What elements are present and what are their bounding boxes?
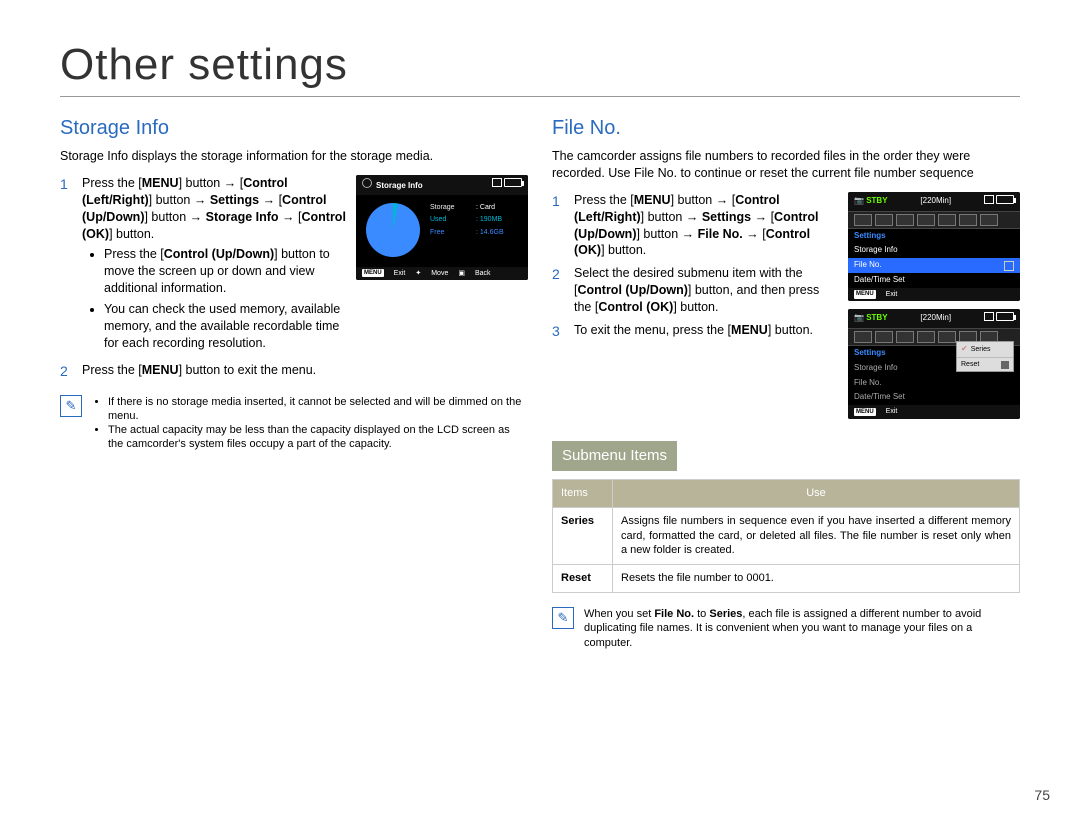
storage-info-intro: Storage Info displays the storage inform… — [60, 148, 528, 165]
cam-icon: 📷 — [854, 196, 864, 205]
battery-icon — [996, 312, 1014, 321]
doc-icon — [1004, 261, 1014, 271]
step-number: 2 — [552, 265, 566, 316]
note-block: ✎ If there is no storage media inserted,… — [60, 395, 528, 452]
note-block: ✎ When you set File No. to Series, each … — [552, 607, 1020, 650]
storage-info-lcd: Storage Info Storage : Card Used : 190MB F… — [356, 175, 528, 280]
move-icon: ✦ — [415, 269, 421, 278]
table-row: Reset Resets the file number to 0001. — [553, 565, 1020, 593]
free-value: : 14.6GB — [476, 228, 504, 237]
storage-label: Storage — [430, 203, 470, 212]
table-row: Series Assigns file numbers in sequence … — [553, 507, 1020, 565]
foot-exit: Exit — [394, 269, 406, 278]
menu-date-time: Date/Time Set — [848, 390, 1020, 405]
lcd-title: Storage Info — [376, 181, 423, 190]
foot-move: Move — [431, 269, 448, 278]
step1-bullet-2: You can check the used memory, available… — [104, 301, 348, 352]
gear-icon — [362, 178, 372, 188]
step-number: 1 — [552, 192, 566, 260]
foot-exit: Exit — [886, 290, 898, 299]
right-column: File No. The camcorder assigns file numb… — [552, 115, 1020, 650]
step-number: 2 — [60, 362, 74, 381]
menu-file-no: File No. — [848, 376, 1020, 391]
back-icon: ▣ — [458, 269, 465, 278]
menu-tag: MENU — [854, 408, 876, 416]
file-no-lcd-2: 📷 STBY [220Min] Settings Storage Info Fi… — [848, 309, 1020, 418]
note-item: The actual capacity may be less than the… — [108, 423, 528, 452]
step-number: 3 — [552, 322, 566, 341]
stby-text: STBY — [866, 196, 887, 205]
row-series-val: Assigns file numbers in sequence even if… — [613, 507, 1020, 565]
step-1: 1 Press the [MENU] button → [Control (Le… — [60, 175, 348, 356]
tab-icon-row — [848, 211, 1020, 229]
mins: [220Min] — [920, 196, 951, 207]
col-items: Items — [553, 479, 613, 507]
foot-back: Back — [475, 269, 491, 278]
popup-reset: Reset — [961, 360, 979, 369]
storage-pie-chart — [366, 203, 420, 257]
two-column-layout: Storage Info Storage Info displays the s… — [60, 115, 1020, 650]
lock-icon — [1001, 361, 1009, 369]
foot-exit: Exit — [886, 407, 898, 416]
page-number: 75 — [1034, 787, 1050, 803]
submenu-table: Items Use Series Assigns file numbers in… — [552, 479, 1020, 593]
file-no-lcd-1: 📷 STBY [220Min] Settings Storage Info Fi… — [848, 192, 1020, 301]
battery-icon — [996, 195, 1014, 204]
used-value: : 190MB — [476, 215, 502, 224]
left-column: Storage Info Storage Info displays the s… — [60, 115, 528, 650]
row-reset-key: Reset — [553, 565, 613, 593]
note-icon: ✎ — [60, 395, 82, 417]
row-series-key: Series — [553, 507, 613, 565]
popup-series: Series — [971, 345, 991, 354]
r-step-1: 1 Press the [MENU] button → [Control (Le… — [552, 192, 840, 260]
menu-file-no: File No. — [848, 258, 1020, 273]
cam-icon: 📷 — [854, 313, 864, 322]
row-reset-val: Resets the file number to 0001. — [613, 565, 1020, 593]
mins: [220Min] — [920, 313, 951, 324]
step1-bullet-1: Press the [Control (Up/Down)] button to … — [104, 246, 348, 297]
storage-value: : Card — [476, 203, 495, 212]
r-step-3: 3 To exit the menu, press the [MENU] but… — [552, 322, 840, 341]
card-icon — [984, 312, 994, 321]
storage-info-heading: Storage Info — [60, 115, 528, 142]
note-icon: ✎ — [552, 607, 574, 629]
used-label: Used — [430, 215, 470, 224]
menu-date-time: Date/Time Set — [848, 273, 1020, 288]
menu-tag: MENU — [854, 290, 876, 298]
file-no-intro: The camcorder assigns file numbers to re… — [552, 148, 1020, 182]
col-use: Use — [613, 479, 1020, 507]
menu-storage-info: Storage Info — [848, 243, 1020, 258]
card-icon — [984, 195, 994, 204]
stby-text: STBY — [866, 313, 887, 322]
card-icon — [492, 178, 502, 187]
step-2: 2 Press the [MENU] button to exit the me… — [60, 362, 528, 381]
submenu-popup: ✔Series Reset — [956, 341, 1014, 372]
step-number: 1 — [60, 175, 74, 356]
check-icon: ✔ — [961, 344, 968, 355]
free-label: Free — [430, 228, 470, 237]
note-item: If there is no storage media inserted, i… — [108, 395, 528, 424]
settings-label: Settings — [854, 231, 1020, 242]
submenu-items-header: Submenu Items — [552, 441, 677, 471]
battery-icon — [504, 178, 522, 187]
r-step-2: 2 Select the desired submenu item with t… — [552, 265, 840, 316]
page-title: Other settings — [60, 40, 1020, 97]
menu-tag: MENU — [362, 269, 384, 277]
file-no-heading: File No. — [552, 115, 1020, 142]
note-text: When you set File No. to Series, each fi… — [584, 607, 1020, 650]
